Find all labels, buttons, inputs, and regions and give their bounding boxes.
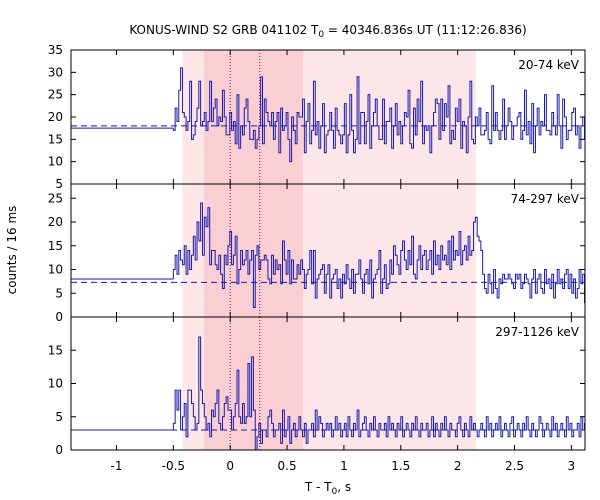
panel-1: 5 10 15 20 25 30 35 20-74 keV <box>48 43 586 191</box>
y-tick-label: 5 <box>55 410 63 424</box>
y-tick-label: 20 <box>48 110 63 124</box>
y-axis-label: counts / 16 ms <box>5 206 19 295</box>
panel-3: 0 5 10 15 297-1126 keV <box>48 316 586 457</box>
y-tick-label: 10 <box>48 155 63 169</box>
light-curve-series <box>172 336 586 451</box>
chart-title-main: KONUS-WIND S2 GRB 041102 T <box>129 23 319 37</box>
x-axis-label-rest: , s <box>337 480 351 494</box>
x-tick-label: 1.5 <box>391 459 410 473</box>
y-tick-label: 0 <box>55 310 63 324</box>
x-tick-label: 0.5 <box>278 459 297 473</box>
y-tick-label: 15 <box>48 239 63 253</box>
y-tick-label: 5 <box>55 177 63 191</box>
x-tick-label: 0 <box>226 459 234 473</box>
x-axis-label-subscript: 0 <box>332 487 338 497</box>
y-tick-label: 20 <box>48 215 63 229</box>
chart-title-subscript: 0 <box>318 30 324 40</box>
energy-band-label: 297-1126 keV <box>495 325 579 339</box>
y-tick-label: 0 <box>55 443 63 457</box>
x-axis-label: T - T0, s <box>304 480 351 497</box>
y-tick-label: 25 <box>48 191 63 205</box>
energy-band-label: 20-74 keV <box>518 58 580 72</box>
y-tick-label: 10 <box>48 377 63 391</box>
panel-2: 0 5 10 15 20 25 74-297 keV <box>48 183 586 324</box>
x-tick-label: -1 <box>111 459 123 473</box>
x-tick-label: 1 <box>340 459 348 473</box>
energy-band-label: 74-297 keV <box>511 192 580 206</box>
y-tick-label: 30 <box>48 65 63 79</box>
y-tick-label: 25 <box>48 88 63 102</box>
x-tick-label: 3 <box>568 459 576 473</box>
x-tick-label: 2 <box>454 459 462 473</box>
chart-title-rest: = 40346.836s UT (11:12:26.836) <box>324 23 527 37</box>
y-tick-label: 10 <box>48 263 63 277</box>
y-tick-label: 15 <box>48 132 63 146</box>
y-tick-label: 5 <box>55 286 63 300</box>
y-tick-label: 15 <box>48 343 63 357</box>
chart-title: KONUS-WIND S2 GRB 041102 T0 = 40346.836s… <box>129 23 526 40</box>
x-tick-label: 2.5 <box>505 459 524 473</box>
y-tick-label: 35 <box>48 43 63 57</box>
light-curve-series <box>172 202 586 308</box>
light-curve-series <box>172 67 586 163</box>
x-tick-label: -0.5 <box>162 459 185 473</box>
x-axis-label-main: T - T <box>304 480 332 494</box>
